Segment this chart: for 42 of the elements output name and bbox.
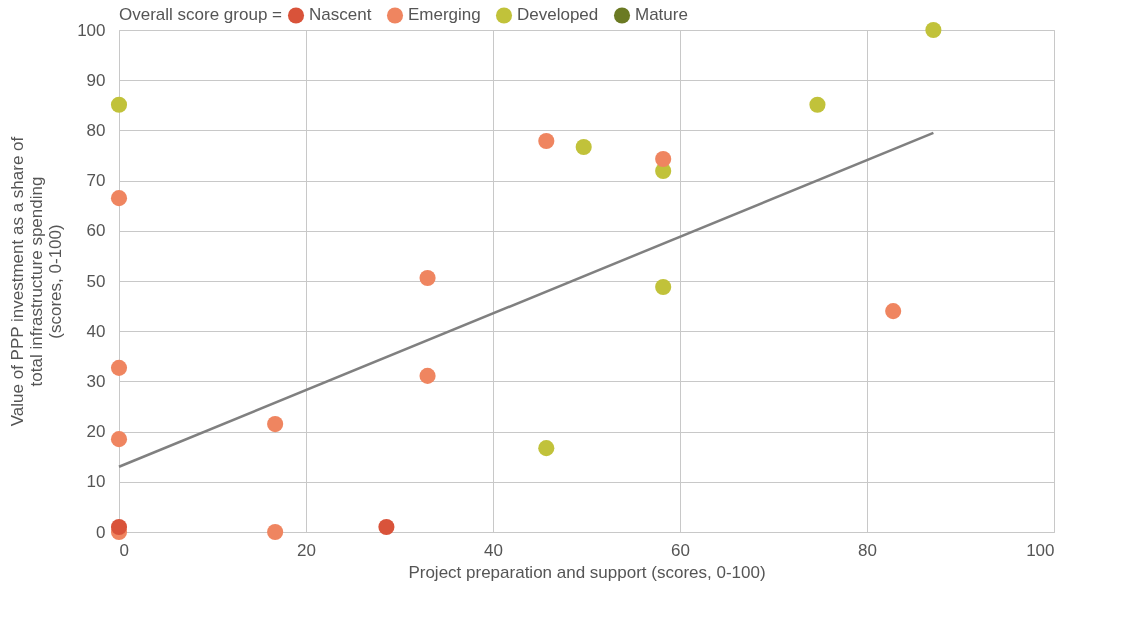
y-tick-label: 80 xyxy=(86,120,106,140)
point xyxy=(110,190,128,207)
point xyxy=(809,96,826,113)
point xyxy=(267,523,284,541)
y-tick-label: 70 xyxy=(86,171,106,191)
legend-label: Developed xyxy=(517,5,599,25)
x-axis-title: Project preparation and support (scores, 0-100) xyxy=(408,562,766,582)
point xyxy=(655,278,672,296)
point xyxy=(538,440,555,457)
point xyxy=(885,303,902,320)
legend-label: Nascent xyxy=(309,5,372,25)
point xyxy=(110,96,128,113)
y-tick-label: 30 xyxy=(86,371,106,391)
point xyxy=(655,150,672,168)
y-tick-label: 90 xyxy=(86,70,106,90)
y-tick-label: 40 xyxy=(86,321,106,341)
point xyxy=(419,269,436,287)
point xyxy=(925,21,942,39)
legend-title: Overall score group = xyxy=(119,5,283,24)
y-tick-label: 20 xyxy=(86,422,106,442)
y-tick-label: 10 xyxy=(86,472,106,492)
point xyxy=(378,518,395,536)
point xyxy=(419,367,436,384)
point xyxy=(538,132,555,149)
point xyxy=(267,416,284,433)
point xyxy=(575,138,592,156)
x-tick-label: 40 xyxy=(484,540,503,560)
x-tick-label: 100 xyxy=(1026,540,1055,560)
y-tick-label: 100 xyxy=(77,20,106,40)
point xyxy=(110,359,128,376)
y-axis-title: Value of PPP investment as a share of total infrastructure spending (scores, 0-100) xyxy=(8,136,66,427)
x-tick-label: 80 xyxy=(858,540,877,560)
x-tick-label: 0 xyxy=(119,540,129,560)
point xyxy=(110,431,128,448)
y-tick-label: 60 xyxy=(86,221,106,241)
y-tick-label: 50 xyxy=(86,271,106,291)
x-tick-label: 20 xyxy=(297,540,316,560)
legend-label: Emerging xyxy=(408,5,481,25)
legend-label: Mature xyxy=(635,5,688,25)
y-tick-label: 0 xyxy=(96,522,106,542)
point xyxy=(110,518,128,536)
x-tick-label: 60 xyxy=(671,540,690,560)
